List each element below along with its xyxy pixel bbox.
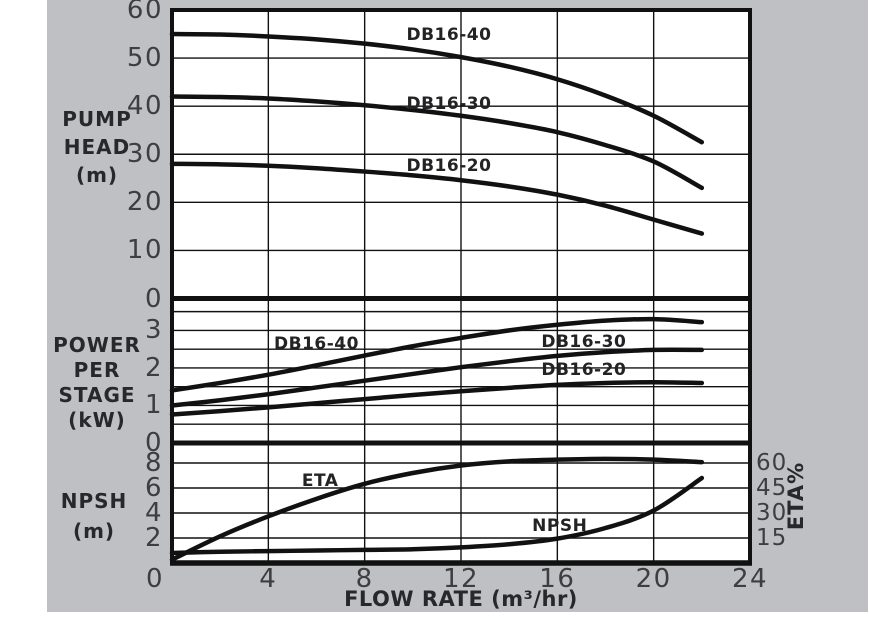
- x-tick-label: 20: [635, 564, 672, 594]
- curve-db16-30: [169, 347, 705, 408]
- curve-label-db16-30-head: DB16-30: [406, 93, 492, 114]
- axis-title-line: STAGE: [58, 383, 136, 407]
- eta-tick-label: 60: [756, 450, 788, 476]
- axis-title-line: HEAD: [63, 135, 131, 159]
- curve-npsh: [169, 475, 705, 556]
- x-tick-label: 8: [355, 564, 374, 594]
- curve-label-db16-40-head: DB16-40: [406, 25, 492, 45]
- curve-db16-30: [169, 94, 705, 191]
- axis-title-line: PER: [73, 358, 121, 382]
- curve-label-db16-20-head: DB16-20: [406, 155, 492, 176]
- y-tick-label: 8: [144, 448, 163, 478]
- curve-db16-20: [169, 161, 705, 236]
- axis-title-line: (kW): [68, 408, 126, 432]
- y-tick-label: 40: [126, 91, 163, 122]
- npsh-axis-title: NPSH (m): [33, 486, 155, 546]
- curve-db16-40: [169, 316, 705, 393]
- y-tick-label: 1: [144, 390, 163, 421]
- curve-label-db16-20-power: DB16-20: [541, 359, 627, 380]
- axis-title-line: PUMP: [62, 107, 132, 131]
- y-tick-label: 0: [144, 283, 163, 314]
- y-tick-label: 10: [126, 235, 163, 266]
- eta-tick-label: 15: [756, 525, 788, 551]
- curve-label-db16-30-power: DB16-30: [541, 332, 627, 353]
- power-per-stage-axis-title: POWER PER STAGE (kW): [36, 333, 158, 433]
- eta-tick-label: 30: [756, 500, 788, 526]
- y-tick-label: 2: [144, 523, 163, 553]
- curve-db16-20: [169, 379, 705, 417]
- curve-label-npsh: NPSH: [532, 515, 588, 536]
- y-tick-label: 3: [144, 315, 163, 346]
- curve-label-db16-40-power: DB16-40: [274, 333, 359, 354]
- x-tick-label: 12: [442, 564, 480, 594]
- y-tick-label: 20: [126, 187, 163, 218]
- x-tick-label: 24: [731, 564, 769, 594]
- x-tick-label: 16: [539, 564, 576, 594]
- curve-label-eta: ETA: [301, 470, 339, 491]
- y-tick-label: 50: [126, 43, 163, 74]
- y-tick-label: 2: [144, 352, 163, 383]
- axis-title-line: (m): [72, 519, 116, 543]
- eta-tick-label: 45: [756, 475, 788, 501]
- y-tick-label: 4: [144, 498, 163, 528]
- y-tick-label: 60: [126, 0, 163, 25]
- y-tick-label: 30: [126, 139, 163, 170]
- plot-border: [170, 8, 752, 565]
- axis-title-line: NPSH: [60, 489, 128, 513]
- y-tick-label: 0: [144, 428, 163, 458]
- axis-title-line: (m): [75, 163, 119, 187]
- flow-rate-axis-title: FLOW RATE (m³/hr): [344, 587, 578, 611]
- y-tick-label: 6: [144, 473, 163, 503]
- curve-db16-40: [169, 31, 705, 145]
- axis-title-line: POWER: [53, 333, 141, 357]
- curve-eta: [169, 456, 705, 562]
- x-tick-label: 0: [145, 564, 165, 594]
- x-tick-label: 4: [259, 564, 278, 594]
- pump-head-axis-title: PUMP HEAD (m): [36, 105, 158, 189]
